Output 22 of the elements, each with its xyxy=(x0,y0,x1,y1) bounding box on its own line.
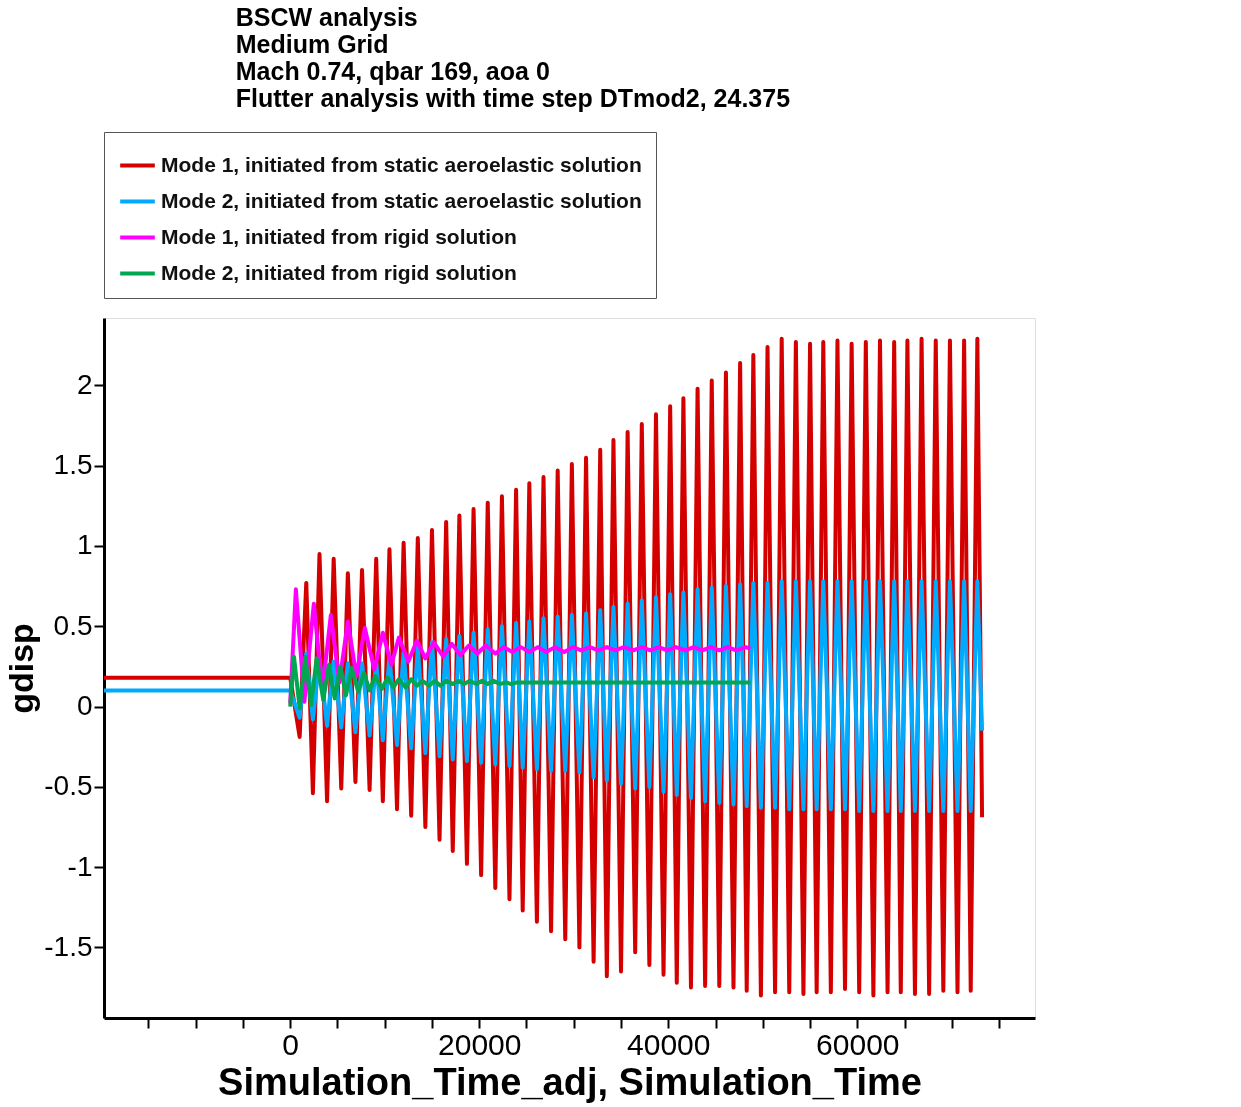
legend-label: Mode 1, initiated from rigid solution xyxy=(161,224,517,248)
y-tick-label: -0.5 xyxy=(44,770,93,802)
y-axis-title: gdisp xyxy=(2,623,41,714)
text: Mach 0.74, qbar 169, aoa 0 xyxy=(235,56,550,85)
y-tick-label: -1.5 xyxy=(44,930,93,962)
line-series xyxy=(104,579,985,813)
x-tick-label: 0 xyxy=(282,1027,300,1061)
y-tick-label: -1 xyxy=(67,850,93,882)
y-tick-label: 1.5 xyxy=(53,449,93,481)
x-tick-label: 20000 xyxy=(438,1027,522,1061)
line-series xyxy=(288,654,753,711)
legend-label: Mode 2, initiated from rigid solution xyxy=(161,260,517,284)
legend-label: Mode 1, initiated from static aeroelastic solution xyxy=(161,152,642,176)
y-tick-label: 2 xyxy=(76,368,93,400)
y-tick-label: 1 xyxy=(76,529,93,561)
x-tick-label: 40000 xyxy=(627,1027,711,1061)
x-tick-label: 60000 xyxy=(816,1027,900,1061)
x-axis-title: Simulation_Time_adj, Simulation_Time xyxy=(218,1060,922,1103)
legend-label: Mode 2, initiated from static aeroelastic solution xyxy=(161,188,642,212)
y-tick-label: 0 xyxy=(76,690,93,722)
y-tick-label: 0.5 xyxy=(53,609,93,641)
text: BSCW analysis xyxy=(235,2,418,31)
